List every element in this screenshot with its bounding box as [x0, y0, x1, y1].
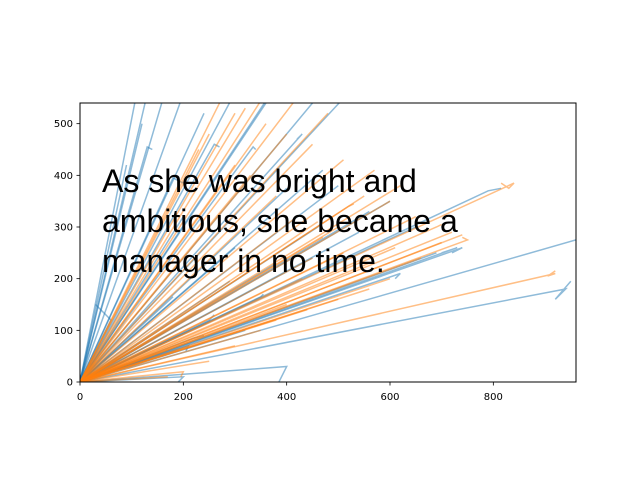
series-1-path-41: [80, 123, 267, 382]
series-1-path-38: [80, 159, 344, 382]
annotation-line-3: manager in no time.: [102, 243, 385, 279]
series-layer: [80, 103, 576, 382]
series-1-path-29: [80, 221, 319, 382]
series-1-path-48: [80, 319, 277, 382]
series-1-path-43: [80, 103, 221, 382]
series-1-path-17: [80, 370, 185, 382]
series-0-path-0: [80, 103, 136, 382]
x-tick-label: 0: [77, 392, 83, 403]
series-1-path-21: [80, 103, 261, 382]
series-0-path-16: [80, 143, 220, 382]
series-1-path-14: [80, 329, 262, 382]
series-1-path-18: [80, 376, 168, 382]
annotation-line-1: As she was bright and: [102, 163, 417, 199]
series-0-path-33: [80, 112, 205, 382]
x-tick-label: 800: [484, 392, 503, 403]
series-1-path-4: [80, 223, 443, 382]
series-1-path-32: [80, 247, 396, 382]
y-axis: 0 100 200 300 400 500: [54, 119, 80, 389]
series-1-path-27: [80, 195, 277, 382]
series-1-path-8: [80, 203, 355, 382]
series-1-path-12: [80, 278, 303, 382]
series-1-path-42: [80, 107, 246, 382]
series-0-path-39: [80, 103, 267, 382]
series-0-path-41: [80, 164, 128, 382]
y-tick-label: 500: [54, 119, 73, 130]
x-tick-label: 600: [380, 392, 399, 403]
y-tick-label: 400: [54, 171, 73, 182]
series-1-path-39: [80, 143, 314, 382]
series-1-path-20: [80, 103, 294, 382]
series-1-path-30: [80, 252, 344, 382]
y-tick-label: 200: [54, 274, 73, 285]
series-0-path-38: [80, 133, 303, 382]
series-0-path-3: [80, 103, 181, 382]
series-0-path-40: [80, 123, 143, 382]
series-0-path-37: [80, 246, 463, 382]
series-1-path-1: [80, 270, 556, 382]
series-0-path-17: [80, 145, 257, 382]
series-1-path-15: [80, 345, 236, 382]
x-tick-label: 200: [174, 392, 193, 403]
series-0-path-4: [80, 145, 153, 382]
series-1-path-36: [80, 185, 401, 382]
series-1-path-16: [80, 360, 210, 382]
series-0-path-30: [80, 365, 288, 382]
x-axis: 0 200 400 600 800: [77, 382, 503, 403]
annotation-line-2: ambitious, she became a: [102, 203, 458, 239]
y-tick-label: 300: [54, 223, 73, 234]
series-1-path-37: [80, 169, 375, 382]
series-1-path-33: [80, 257, 422, 382]
series-1-path-19: [80, 112, 329, 382]
y-tick-label: 100: [54, 326, 73, 337]
series-1-path-0: [80, 182, 515, 382]
series-1-path-11: [80, 257, 313, 382]
y-tick-label: 0: [67, 378, 73, 389]
series-1-path-22: [80, 112, 236, 382]
series-1-path-28: [80, 216, 298, 382]
series-0-path-11: [80, 280, 572, 382]
x-tick-label: 400: [277, 392, 296, 403]
series-1-path-40: [80, 133, 288, 382]
axes-frame: [79, 102, 577, 383]
series-1-path-35: [80, 234, 463, 382]
